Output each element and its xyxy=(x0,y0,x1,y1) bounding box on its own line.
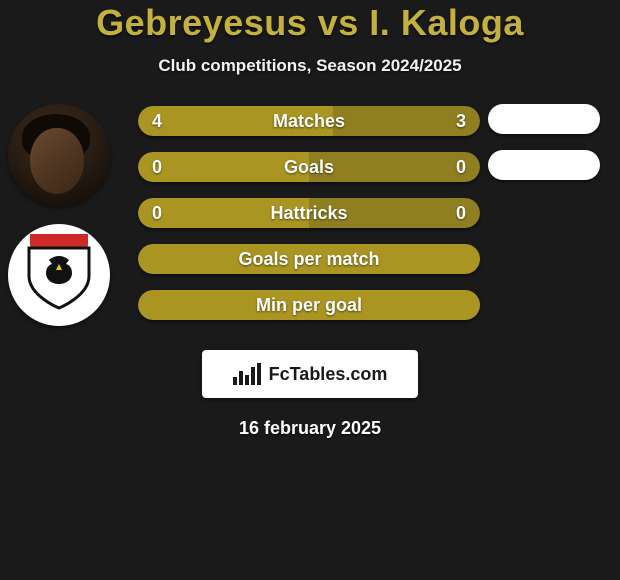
stat-bar: Min per goal xyxy=(138,290,480,320)
content-row: Matches43Goals00Hattricks00Goals per mat… xyxy=(0,106,620,346)
stat-bar: Goals0 0 xyxy=(138,152,480,182)
blank-pill xyxy=(488,150,600,180)
stat-value-right: 3 xyxy=(456,106,466,136)
pills-column xyxy=(488,104,618,334)
footer-brand-badge[interactable]: FcTables.com xyxy=(202,350,418,398)
pill-slot xyxy=(488,242,618,272)
stat-bar: Hattricks0 0 xyxy=(138,198,480,228)
stat-value-right: 0 xyxy=(456,152,466,182)
stat-label: Min per goal xyxy=(138,290,480,320)
stat-value-right: 0 xyxy=(456,198,466,228)
stat-label: Goals xyxy=(138,152,480,182)
stat-bar: Matches4 3 xyxy=(138,106,480,136)
club-shield-icon xyxy=(24,246,94,310)
avatars-column xyxy=(8,104,120,344)
blank-pill xyxy=(488,104,600,134)
pill-slot xyxy=(488,196,618,226)
footer-brand-text: FcTables.com xyxy=(269,364,388,385)
comparison-card: Gebreyesus vs I. Kaloga Club competition… xyxy=(0,0,620,439)
pill-slot xyxy=(488,288,618,318)
player-avatar xyxy=(8,104,110,206)
stat-value-left: 0 xyxy=(152,152,162,182)
stat-label: Hattricks xyxy=(138,198,480,228)
stat-bar: Goals per match xyxy=(138,244,480,274)
stat-label: Goals per match xyxy=(138,244,480,274)
stat-rows: Matches43Goals00Hattricks00Goals per mat… xyxy=(138,106,480,336)
pill-slot xyxy=(488,150,618,180)
footer-date: 16 february 2025 xyxy=(0,418,620,439)
pill-slot xyxy=(488,104,618,134)
bar-chart-icon xyxy=(233,363,261,385)
stat-value-left: 4 xyxy=(152,106,162,136)
page-title: Gebreyesus vs I. Kaloga xyxy=(0,2,620,44)
stat-value-left: 0 xyxy=(152,198,162,228)
club-logo xyxy=(8,224,110,326)
player-face-shape xyxy=(30,128,84,194)
page-subtitle: Club competitions, Season 2024/2025 xyxy=(0,56,620,76)
stat-label: Matches xyxy=(138,106,480,136)
